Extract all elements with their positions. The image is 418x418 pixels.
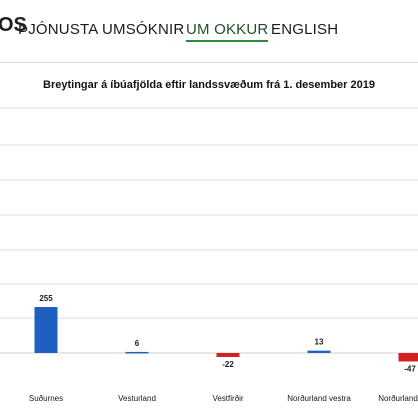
nav-item-umsoknir[interactable]: UMSÓKNIR xyxy=(102,21,185,38)
data-label: 255 xyxy=(39,294,53,303)
data-label: -22 xyxy=(222,360,234,369)
logo-fragment[interactable]: OS xyxy=(0,14,27,36)
chart-gridlines xyxy=(0,107,418,354)
nav-item-thjonusta[interactable]: ÞJÓNUSTA xyxy=(18,21,99,38)
category-label: Norðurland vestra xyxy=(287,394,351,403)
bar-norðurland-eystra xyxy=(398,353,418,362)
bar-suðurnes xyxy=(34,307,58,353)
nav-item-english[interactable]: ENGLISH xyxy=(271,21,339,38)
top-navigation: OS ÞJÓNUSTA UMSÓKNIR UM OKKUR ENGLISH xyxy=(0,0,418,48)
chart-category-labels: iðSuðurnesVesturlandVestfirðirNorðurland… xyxy=(29,394,418,403)
data-label: 6 xyxy=(135,339,140,348)
category-label: Suðurnes xyxy=(29,394,63,403)
bar-vesturland xyxy=(125,351,149,354)
data-label: 13 xyxy=(315,338,324,347)
nav-item-um-okkur[interactable]: UM OKKUR xyxy=(186,21,269,42)
category-label: Vesturland xyxy=(118,394,156,403)
chart-title: Breytingar á íbúafjölda eftir landssvæðu… xyxy=(43,79,375,91)
header-divider xyxy=(0,62,418,63)
bar-vestfirðir xyxy=(216,353,240,357)
bar-norðurland-vestra xyxy=(307,350,331,353)
data-label: -47 xyxy=(404,364,416,373)
category-label: Norðurland eystra xyxy=(378,394,418,403)
category-label: Vestfirðir xyxy=(212,394,243,403)
chart-bars xyxy=(34,307,418,362)
